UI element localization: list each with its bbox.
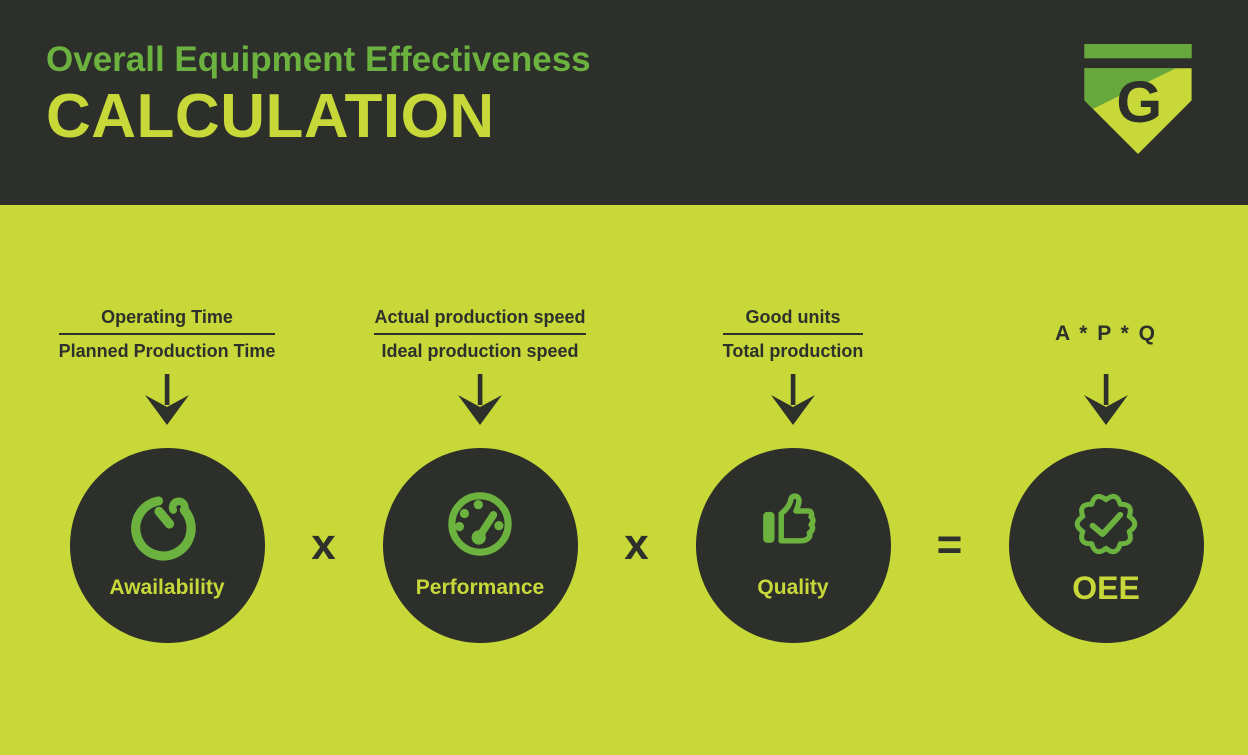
formula-text: A * P * Q bbox=[1054, 322, 1158, 345]
fraction-numerator: Actual production speed bbox=[374, 306, 586, 327]
fraction-numerator: Good units bbox=[745, 306, 841, 327]
fraction-denominator: Planned Production Time bbox=[58, 341, 276, 362]
fraction-denominator: Total production bbox=[722, 341, 864, 362]
quality-fraction: Good units Total production bbox=[722, 300, 864, 368]
down-arrow-icon bbox=[1084, 374, 1128, 425]
fraction-divider bbox=[58, 332, 276, 336]
down-arrow-icon bbox=[145, 374, 189, 425]
oee-label: OEE bbox=[1072, 570, 1140, 606]
quality-circle: Quality bbox=[695, 448, 891, 643]
shield-g-logo-icon: G bbox=[1074, 44, 1202, 154]
performance-fraction: Actual production speed Ideal production… bbox=[374, 300, 586, 368]
formula-diagram: Operating Time Planned Production Time A… bbox=[0, 205, 1248, 755]
oee-circle: OEE bbox=[1008, 448, 1204, 643]
performance-label: Performance bbox=[415, 576, 545, 599]
availability-circle: Awailability bbox=[69, 448, 265, 643]
fraction-divider bbox=[374, 332, 586, 336]
equals-operator: = bbox=[936, 520, 963, 569]
result-oee: A * P * Q OEE bbox=[970, 300, 1242, 643]
down-arrow-icon bbox=[771, 374, 815, 425]
header-subtitle: Overall Equipment Effectiveness bbox=[46, 40, 591, 79]
badge-check-icon bbox=[1074, 493, 1138, 555]
header: Overall Equipment Effectiveness CALCULAT… bbox=[0, 0, 1248, 205]
fraction-denominator: Ideal production speed bbox=[381, 341, 579, 362]
fraction-divider bbox=[722, 332, 864, 336]
quality-label: Quality bbox=[757, 576, 829, 599]
gauge-icon bbox=[448, 492, 512, 556]
multiply-operator: x bbox=[624, 520, 649, 569]
factor-performance: Actual production speed Ideal production… bbox=[344, 300, 616, 643]
page-title: CALCULATION bbox=[46, 82, 495, 152]
fraction-numerator: Operating Time bbox=[101, 306, 233, 327]
oee-formula: A * P * Q bbox=[1055, 300, 1157, 368]
thumbs-up-icon bbox=[763, 493, 816, 544]
availability-label: Awailability bbox=[109, 576, 225, 599]
timer-icon bbox=[131, 496, 196, 561]
performance-circle: Performance bbox=[382, 448, 578, 643]
availability-fraction: Operating Time Planned Production Time bbox=[58, 300, 276, 368]
svg-text:G: G bbox=[1116, 70, 1162, 135]
down-arrow-icon bbox=[458, 374, 502, 425]
factor-availability: Operating Time Planned Production Time A… bbox=[31, 300, 303, 643]
multiply-operator: x bbox=[311, 520, 336, 569]
factor-quality: Good units Total production Quality bbox=[657, 300, 929, 643]
